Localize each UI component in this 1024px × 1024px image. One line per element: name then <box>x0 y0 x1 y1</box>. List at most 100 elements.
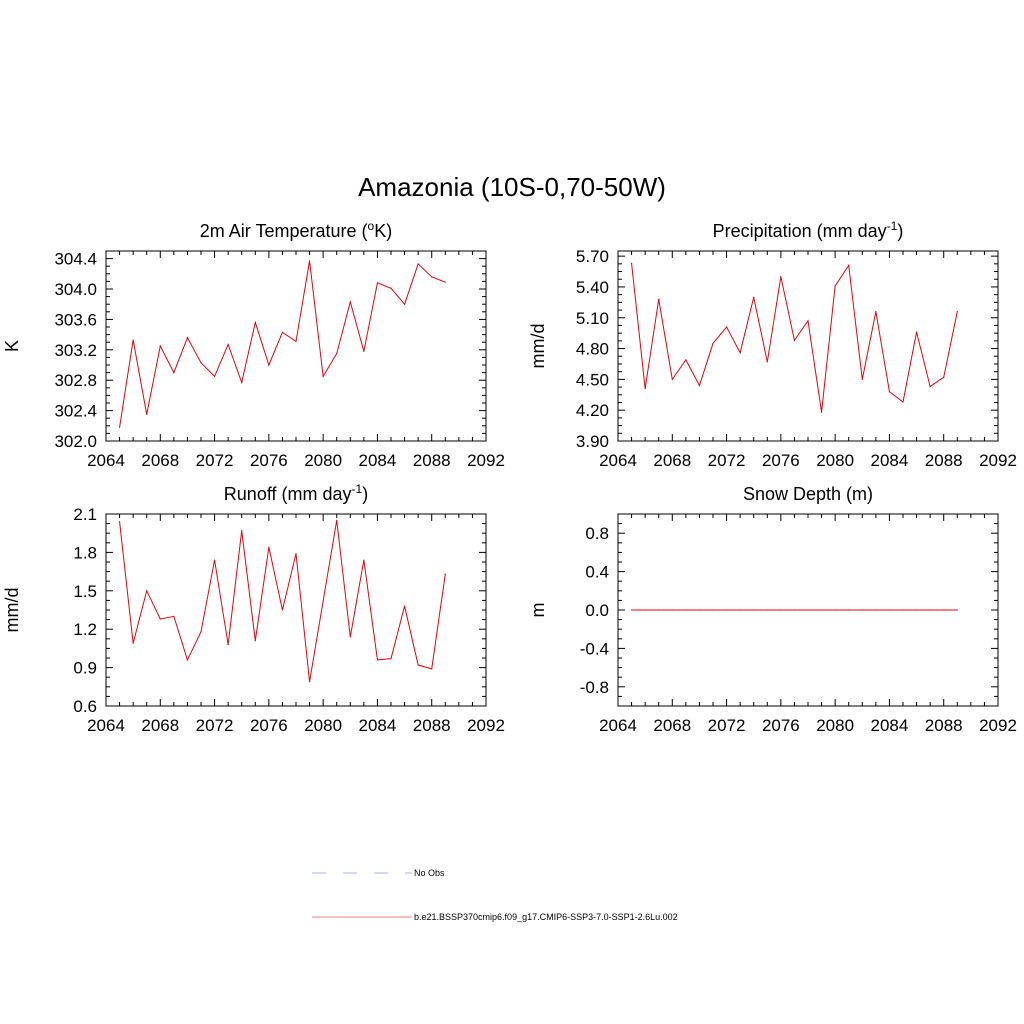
data-point <box>915 609 918 611</box>
data-point <box>943 376 945 378</box>
data-point <box>431 668 433 670</box>
data-point <box>685 359 687 361</box>
y-tick-label: 5.70 <box>576 247 609 266</box>
data-point <box>118 426 121 428</box>
data-point <box>308 681 311 683</box>
data-point <box>227 643 229 646</box>
data-point <box>146 413 148 415</box>
x-tick-label: 2072 <box>708 451 746 470</box>
data-point <box>376 659 379 661</box>
plot-frame <box>105 513 487 707</box>
data-point <box>834 285 836 287</box>
data-point <box>902 609 904 611</box>
data-point <box>671 609 673 611</box>
data-point <box>793 339 796 341</box>
x-tick-label: 2064 <box>87 451 125 470</box>
data-point <box>644 609 646 611</box>
x-tick-label: 2068 <box>141 451 179 470</box>
y-axis-label: mm/d <box>528 324 548 369</box>
data-point <box>671 378 673 380</box>
data-point <box>431 276 433 278</box>
y-tick-label: 303.2 <box>54 341 97 360</box>
data-point <box>712 609 714 611</box>
y-tick-label: 0.8 <box>585 524 609 543</box>
x-tick-label: 2072 <box>708 716 746 735</box>
data-point <box>390 658 392 660</box>
x-tick-label: 2092 <box>467 716 505 735</box>
data-point <box>281 331 284 333</box>
series-line <box>119 260 446 428</box>
x-tick-label: 2084 <box>871 451 909 470</box>
legend-label: b.e21.BSSP370cmip6.f09_g17.CMIP6-SSP3-7.… <box>414 912 678 922</box>
data-point <box>403 303 406 305</box>
data-point <box>712 342 714 345</box>
data-point <box>241 381 243 384</box>
data-point <box>929 385 931 388</box>
data-point <box>956 310 958 313</box>
y-tick-label: 0.9 <box>73 659 97 678</box>
y-tick-label: -0.4 <box>580 639 609 658</box>
data-point <box>295 340 297 343</box>
data-point <box>200 631 202 633</box>
data-point <box>725 609 728 611</box>
data-point <box>173 615 175 618</box>
data-point <box>363 350 365 352</box>
data-point <box>820 411 823 413</box>
legend-item: No Obs <box>312 868 445 878</box>
data-point <box>875 310 877 313</box>
data-point <box>956 609 958 611</box>
plot-frame <box>617 250 999 442</box>
x-tick-label: 2088 <box>925 716 963 735</box>
x-tick-label: 2068 <box>653 451 691 470</box>
x-tick-label: 2080 <box>816 451 854 470</box>
plot-frame <box>105 250 487 442</box>
y-tick-label: 5.10 <box>576 309 609 328</box>
y-tick-label: 302.0 <box>54 432 97 451</box>
data-point <box>241 530 243 532</box>
data-point <box>213 375 216 377</box>
panel-title: Runoff (mm day-1) <box>224 482 368 504</box>
data-point <box>322 375 324 377</box>
data-point <box>295 553 297 555</box>
y-tick-label: 1.2 <box>73 620 97 639</box>
x-tick-label: 2076 <box>762 716 800 735</box>
data-point <box>173 372 175 374</box>
data-point <box>132 339 134 341</box>
panel-2: Precipitation (mm day-1) 2064 2068 2072 2076… <box>528 219 1017 470</box>
data-point <box>915 331 918 333</box>
legend: No Obs b.e21.BSSP370cmip6.f09_g17.CMIP6-S… <box>312 868 678 922</box>
x-tick-label: 2068 <box>141 716 179 735</box>
y-tick-label: 4.80 <box>576 340 609 359</box>
data-point <box>227 343 229 346</box>
data-point <box>875 609 877 611</box>
data-point <box>336 519 338 522</box>
figure-title: Amazonia (10S-0,70-50W) <box>358 172 666 202</box>
data-point <box>403 605 406 607</box>
data-point <box>820 609 823 611</box>
x-tick-label: 2076 <box>250 451 288 470</box>
y-tick-label: 1.5 <box>73 582 97 601</box>
panel-3: Runoff (mm day-1) 2064 2068 2072 2076 2080 208… <box>2 482 505 735</box>
x-tick-label: 2084 <box>359 716 397 735</box>
legend-item: b.e21.BSSP370cmip6.f09_g17.CMIP6-SSP3-7.… <box>312 912 678 922</box>
x-tick-label: 2084 <box>871 716 909 735</box>
data-point <box>268 546 270 548</box>
data-point <box>658 298 660 300</box>
x-tick-label: 2068 <box>653 716 691 735</box>
y-tick-label: 0.4 <box>585 563 609 582</box>
data-point <box>753 609 755 611</box>
y-tick-label: 0.0 <box>585 601 609 620</box>
data-point <box>888 609 891 611</box>
data-point <box>200 362 202 364</box>
panel-title: Snow Depth (m) <box>743 484 873 504</box>
x-tick-label: 2072 <box>196 451 234 470</box>
x-tick-label: 2076 <box>250 716 288 735</box>
data-point <box>861 609 863 611</box>
data-point <box>793 609 796 611</box>
data-point <box>753 296 755 298</box>
data-point <box>186 659 189 661</box>
panel-title: 2m Air Temperature (oK) <box>200 219 392 241</box>
data-point <box>807 320 809 322</box>
x-tick-label: 2072 <box>196 716 234 735</box>
